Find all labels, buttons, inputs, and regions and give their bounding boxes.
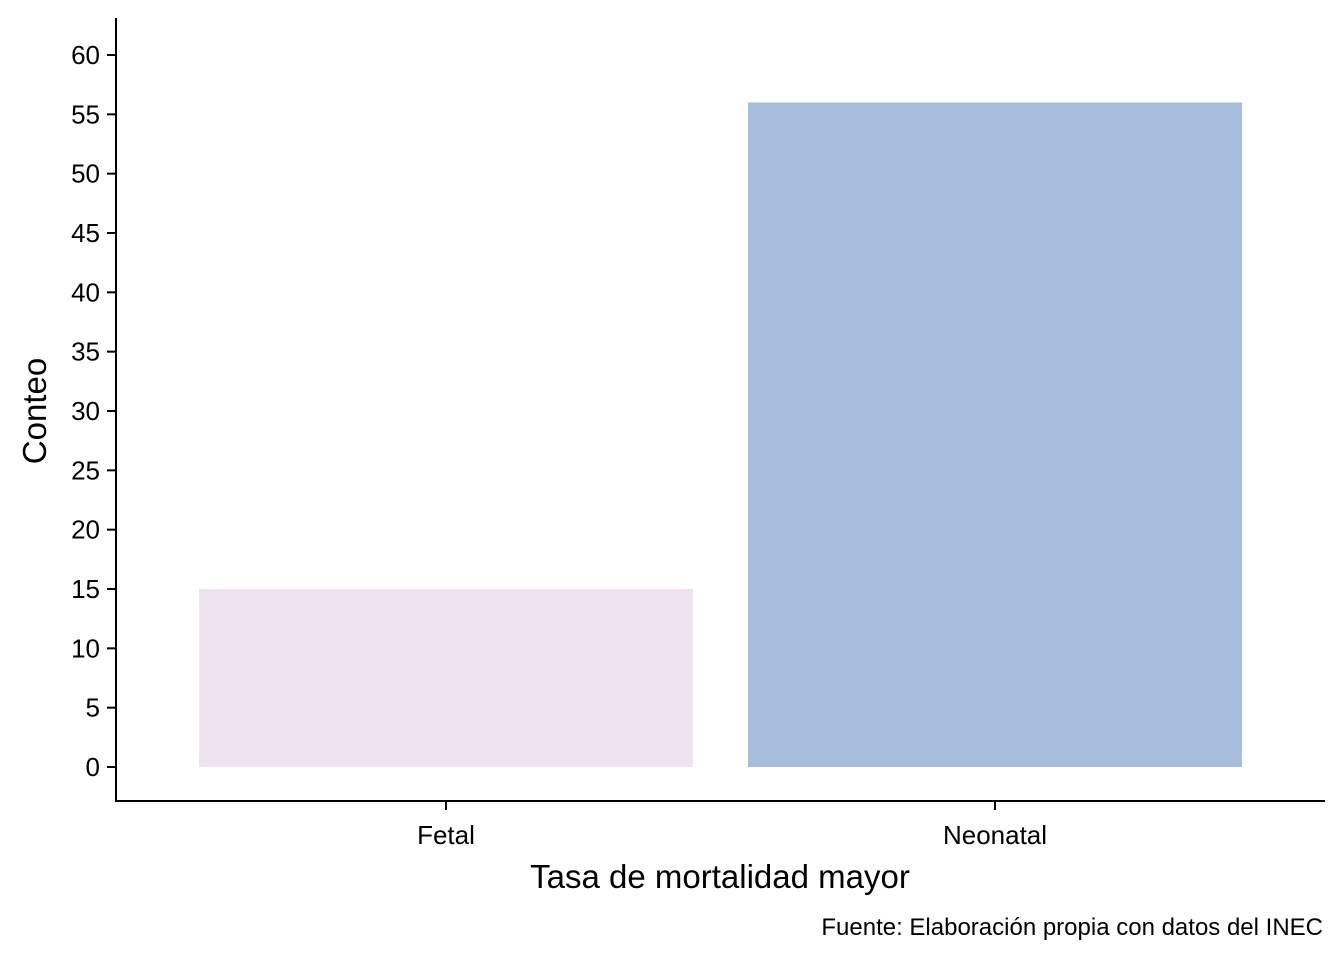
x-axis-title: Tasa de mortalidad mayor bbox=[530, 858, 910, 895]
y-tick-label: 60 bbox=[71, 40, 100, 70]
y-tick-label: 0 bbox=[86, 752, 100, 782]
y-tick-label: 10 bbox=[71, 633, 100, 663]
axes-layer bbox=[115, 18, 1325, 802]
y-axis-title: Conteo bbox=[16, 358, 53, 464]
source-caption: Fuente: Elaboración propia con datos del… bbox=[821, 914, 1323, 941]
bars-layer bbox=[199, 102, 1242, 767]
y-tick-label: 20 bbox=[71, 515, 100, 545]
x-tick-label-neonatal: Neonatal bbox=[943, 820, 1047, 850]
y-tick-label: 15 bbox=[71, 574, 100, 604]
bar-fetal bbox=[199, 589, 693, 767]
y-tick-label: 30 bbox=[71, 396, 100, 426]
y-tick-label: 50 bbox=[71, 159, 100, 189]
x-ticks: Fetal Neonatal bbox=[417, 801, 1047, 850]
y-tick-label: 35 bbox=[71, 337, 100, 367]
y-tick-label: 40 bbox=[71, 277, 100, 307]
y-ticks: 0 5 10 15 20 25 30 35 40 45 50 55 60 bbox=[71, 40, 116, 782]
y-tick-label: 55 bbox=[71, 99, 100, 129]
x-tick-label-fetal: Fetal bbox=[417, 820, 475, 850]
y-tick-label: 25 bbox=[71, 455, 100, 485]
y-tick-label: 45 bbox=[71, 218, 100, 248]
y-tick-label: 5 bbox=[86, 693, 100, 723]
bar-neonatal bbox=[748, 102, 1242, 767]
